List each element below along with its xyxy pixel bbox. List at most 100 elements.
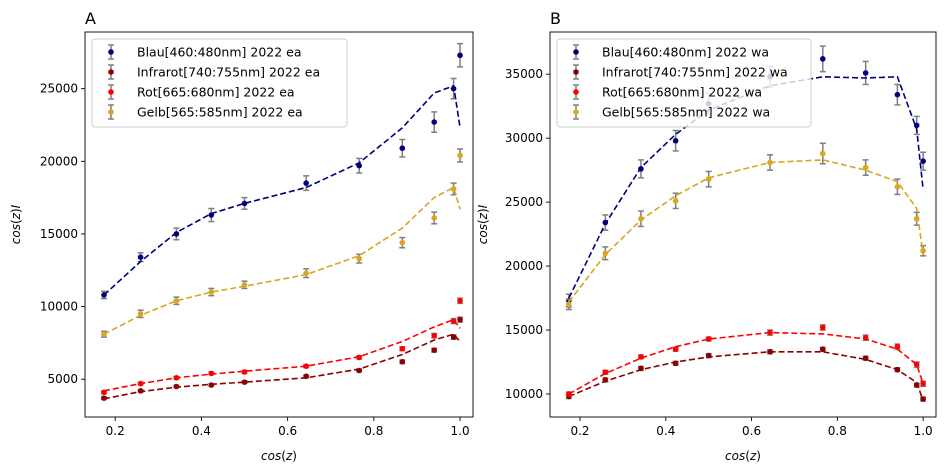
data-point: [101, 331, 107, 337]
legend-marker: [573, 69, 579, 75]
legend-box: [91, 38, 348, 128]
x-tick-label: 0.6: [278, 424, 297, 438]
data-point: [862, 70, 869, 76]
data-point: [241, 379, 248, 385]
data-point: [638, 166, 644, 172]
data-point: [303, 180, 309, 186]
x-axis-label: cos(z): [725, 449, 761, 463]
x-tick-label: 1.0: [914, 424, 933, 438]
data-point: [431, 119, 438, 125]
fit-line: [103, 186, 461, 335]
data-point: [920, 158, 926, 164]
data-point: [457, 316, 463, 323]
data-point: [566, 301, 572, 308]
data-point: [767, 159, 773, 166]
legend-label: Gelb[565:585nm] 2022 wa: [602, 105, 770, 120]
legend-marker: [573, 89, 579, 95]
data-point: [894, 91, 901, 98]
data-point: [303, 373, 309, 380]
plot-area: [100, 42, 464, 401]
legend-marker: [108, 89, 114, 95]
data-point: [862, 355, 869, 361]
data-point: [173, 374, 180, 381]
data-point: [241, 281, 248, 288]
data-point: [862, 334, 869, 341]
data-point: [894, 183, 901, 190]
panel-a: A 0.2 0.4 0.6 0.8 1.0 5000 10000 15000 20000 25000…: [9, 9, 474, 463]
x-axis-label: cos(z): [261, 449, 297, 463]
data-point: [173, 297, 180, 304]
data-point: [638, 215, 644, 222]
x-tick-label: 0.2: [570, 424, 589, 438]
data-point: [457, 52, 463, 59]
legend: Blau[460:480nm] 2022 wa Infrarot[740:755n…: [556, 38, 812, 128]
data-point: [356, 255, 362, 262]
legend-label: Rot[665:680nm] 2022 wa: [602, 85, 762, 100]
data-point: [638, 354, 644, 360]
fit-line: [568, 159, 924, 303]
fit-line: [568, 75, 924, 299]
x-tick-label: 0.4: [656, 424, 675, 438]
data-point: [457, 152, 463, 159]
data-point: [431, 215, 438, 221]
series-1: [100, 316, 464, 401]
legend-marker: [108, 69, 114, 75]
data-point: [208, 212, 215, 218]
legend-label: Blau[460:480nm] 2022 ea: [137, 45, 302, 60]
data-point: [356, 354, 362, 361]
data-point: [894, 343, 901, 350]
x-tick-label: 1.0: [451, 424, 470, 438]
data-point: [819, 346, 826, 353]
panel-label: A: [85, 9, 96, 28]
y-tick-label: 5000: [47, 372, 78, 386]
data-point: [241, 200, 248, 207]
data-point: [173, 231, 180, 237]
fit-line: [103, 84, 461, 296]
y-tick-label: 25000: [40, 82, 78, 96]
data-point: [101, 292, 107, 298]
data-point: [602, 369, 609, 376]
data-point: [356, 367, 362, 374]
data-point: [602, 219, 609, 226]
data-point: [399, 358, 406, 365]
panel-label: B: [550, 9, 561, 28]
data-point: [101, 389, 107, 396]
legend-marker: [573, 49, 579, 55]
data-point: [208, 289, 215, 295]
data-point: [862, 164, 869, 171]
data-point: [920, 380, 926, 387]
data-point: [303, 363, 309, 369]
data-point: [208, 382, 215, 388]
y-tick-label: 30000: [505, 131, 543, 145]
data-point: [399, 145, 406, 152]
series-3: [565, 142, 927, 311]
data-point: [672, 198, 679, 204]
data-point: [450, 186, 457, 192]
data-point: [450, 85, 457, 92]
y-tick-label: 10000: [40, 300, 78, 314]
data-point: [137, 388, 144, 394]
data-point: [894, 366, 901, 373]
legend-label: Rot[665:680nm] 2022 ea: [137, 85, 295, 100]
data-point: [566, 391, 572, 397]
data-point: [767, 329, 773, 336]
data-point: [602, 250, 609, 257]
data-point: [101, 395, 107, 401]
data-point: [173, 383, 180, 390]
data-point: [241, 369, 248, 375]
data-point: [767, 348, 773, 355]
series-2: [100, 297, 464, 396]
y-tick-label: 10000: [505, 387, 543, 401]
data-point: [705, 176, 712, 182]
data-point: [137, 380, 144, 387]
data-point: [705, 352, 712, 359]
data-point: [638, 365, 644, 372]
axes-frame: [549, 31, 937, 418]
data-point: [672, 346, 679, 353]
axes-frame: [84, 31, 474, 418]
data-point: [819, 150, 826, 157]
x-tick-label: 0.8: [364, 424, 383, 438]
legend-label: Infrarot[740:755nm] 2022 ea: [137, 65, 320, 80]
y-tick-label: 25000: [505, 195, 543, 209]
